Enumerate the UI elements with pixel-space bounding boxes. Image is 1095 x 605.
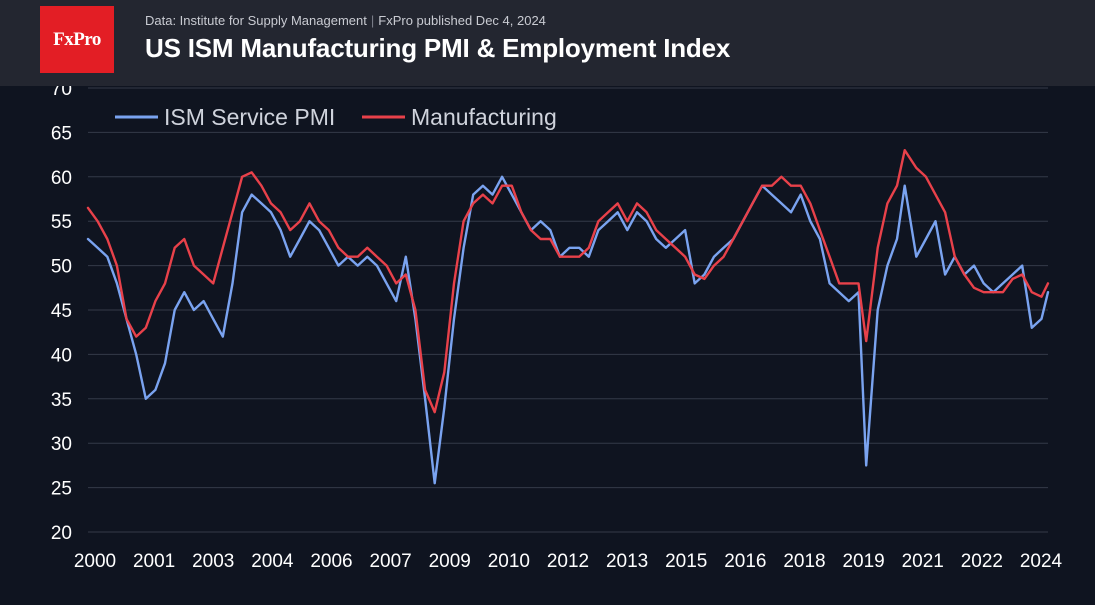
- x-tick-label-2018: 2018: [783, 551, 825, 572]
- y-tick-label-60: 60: [51, 168, 72, 189]
- y-tick-label-50: 50: [51, 257, 72, 278]
- series-line-2: [86, 149, 1050, 414]
- x-tick-label-2022: 2022: [961, 551, 1003, 572]
- legend-label-1: ISM Service PMI: [164, 104, 335, 130]
- y-tick-label-70: 70: [51, 86, 72, 100]
- chart-header: FxPro Data: Institute for Supply Managem…: [0, 0, 1095, 86]
- x-tick-label-2010: 2010: [488, 551, 530, 572]
- y-tick-label-40: 40: [51, 345, 72, 366]
- source-text: Data: Institute for Supply Management: [145, 13, 367, 28]
- x-tick-label-2019: 2019: [842, 551, 884, 572]
- y-tick-label-25: 25: [51, 479, 72, 500]
- published-text: FxPro published Dec 4, 2024: [378, 13, 546, 28]
- y-tick-label-30: 30: [51, 434, 72, 455]
- chart-title: US ISM Manufacturing PMI & Employment In…: [145, 33, 731, 63]
- x-tick-label-2000: 2000: [74, 551, 116, 572]
- x-tick-label-2015: 2015: [665, 551, 707, 572]
- fxpro-logo: FxPro: [40, 6, 114, 73]
- x-tick-label-2016: 2016: [724, 551, 766, 572]
- x-tick-label-2021: 2021: [902, 551, 944, 572]
- line-chart: 20 25 30 35 40 45 50 55 60 65 70 2000 2001 2003 2004 20…: [51, 79, 1063, 572]
- x-tick-label-2013: 2013: [606, 551, 648, 572]
- x-tick-label-2004: 2004: [251, 551, 294, 572]
- x-tick-label-2024: 2024: [1020, 551, 1063, 572]
- series-line-1: [86, 175, 1050, 485]
- y-tick-label-20: 20: [51, 523, 72, 544]
- y-tick-label-55: 55: [51, 212, 72, 233]
- x-tick-label-2003: 2003: [192, 551, 234, 572]
- y-tick-label-45: 45: [51, 301, 72, 322]
- x-tick-label-2009: 2009: [429, 551, 471, 572]
- x-tick-label-2007: 2007: [369, 551, 411, 572]
- source-line: Data: Institute for Supply Management | Fx…: [145, 13, 546, 28]
- source-separator: |: [370, 13, 375, 28]
- legend-label-2: Manufacturing: [411, 104, 557, 130]
- y-tick-label-35: 35: [51, 390, 72, 411]
- x-tick-label-2001: 2001: [133, 551, 175, 572]
- y-tick-label-65: 65: [51, 123, 72, 144]
- x-tick-label-2012: 2012: [547, 551, 589, 572]
- chart-area: 20 25 30 35 40 45 50 55 60 65 70 2000 2001 2003 2004 20…: [0, 79, 1095, 600]
- x-tick-label-2006: 2006: [310, 551, 352, 572]
